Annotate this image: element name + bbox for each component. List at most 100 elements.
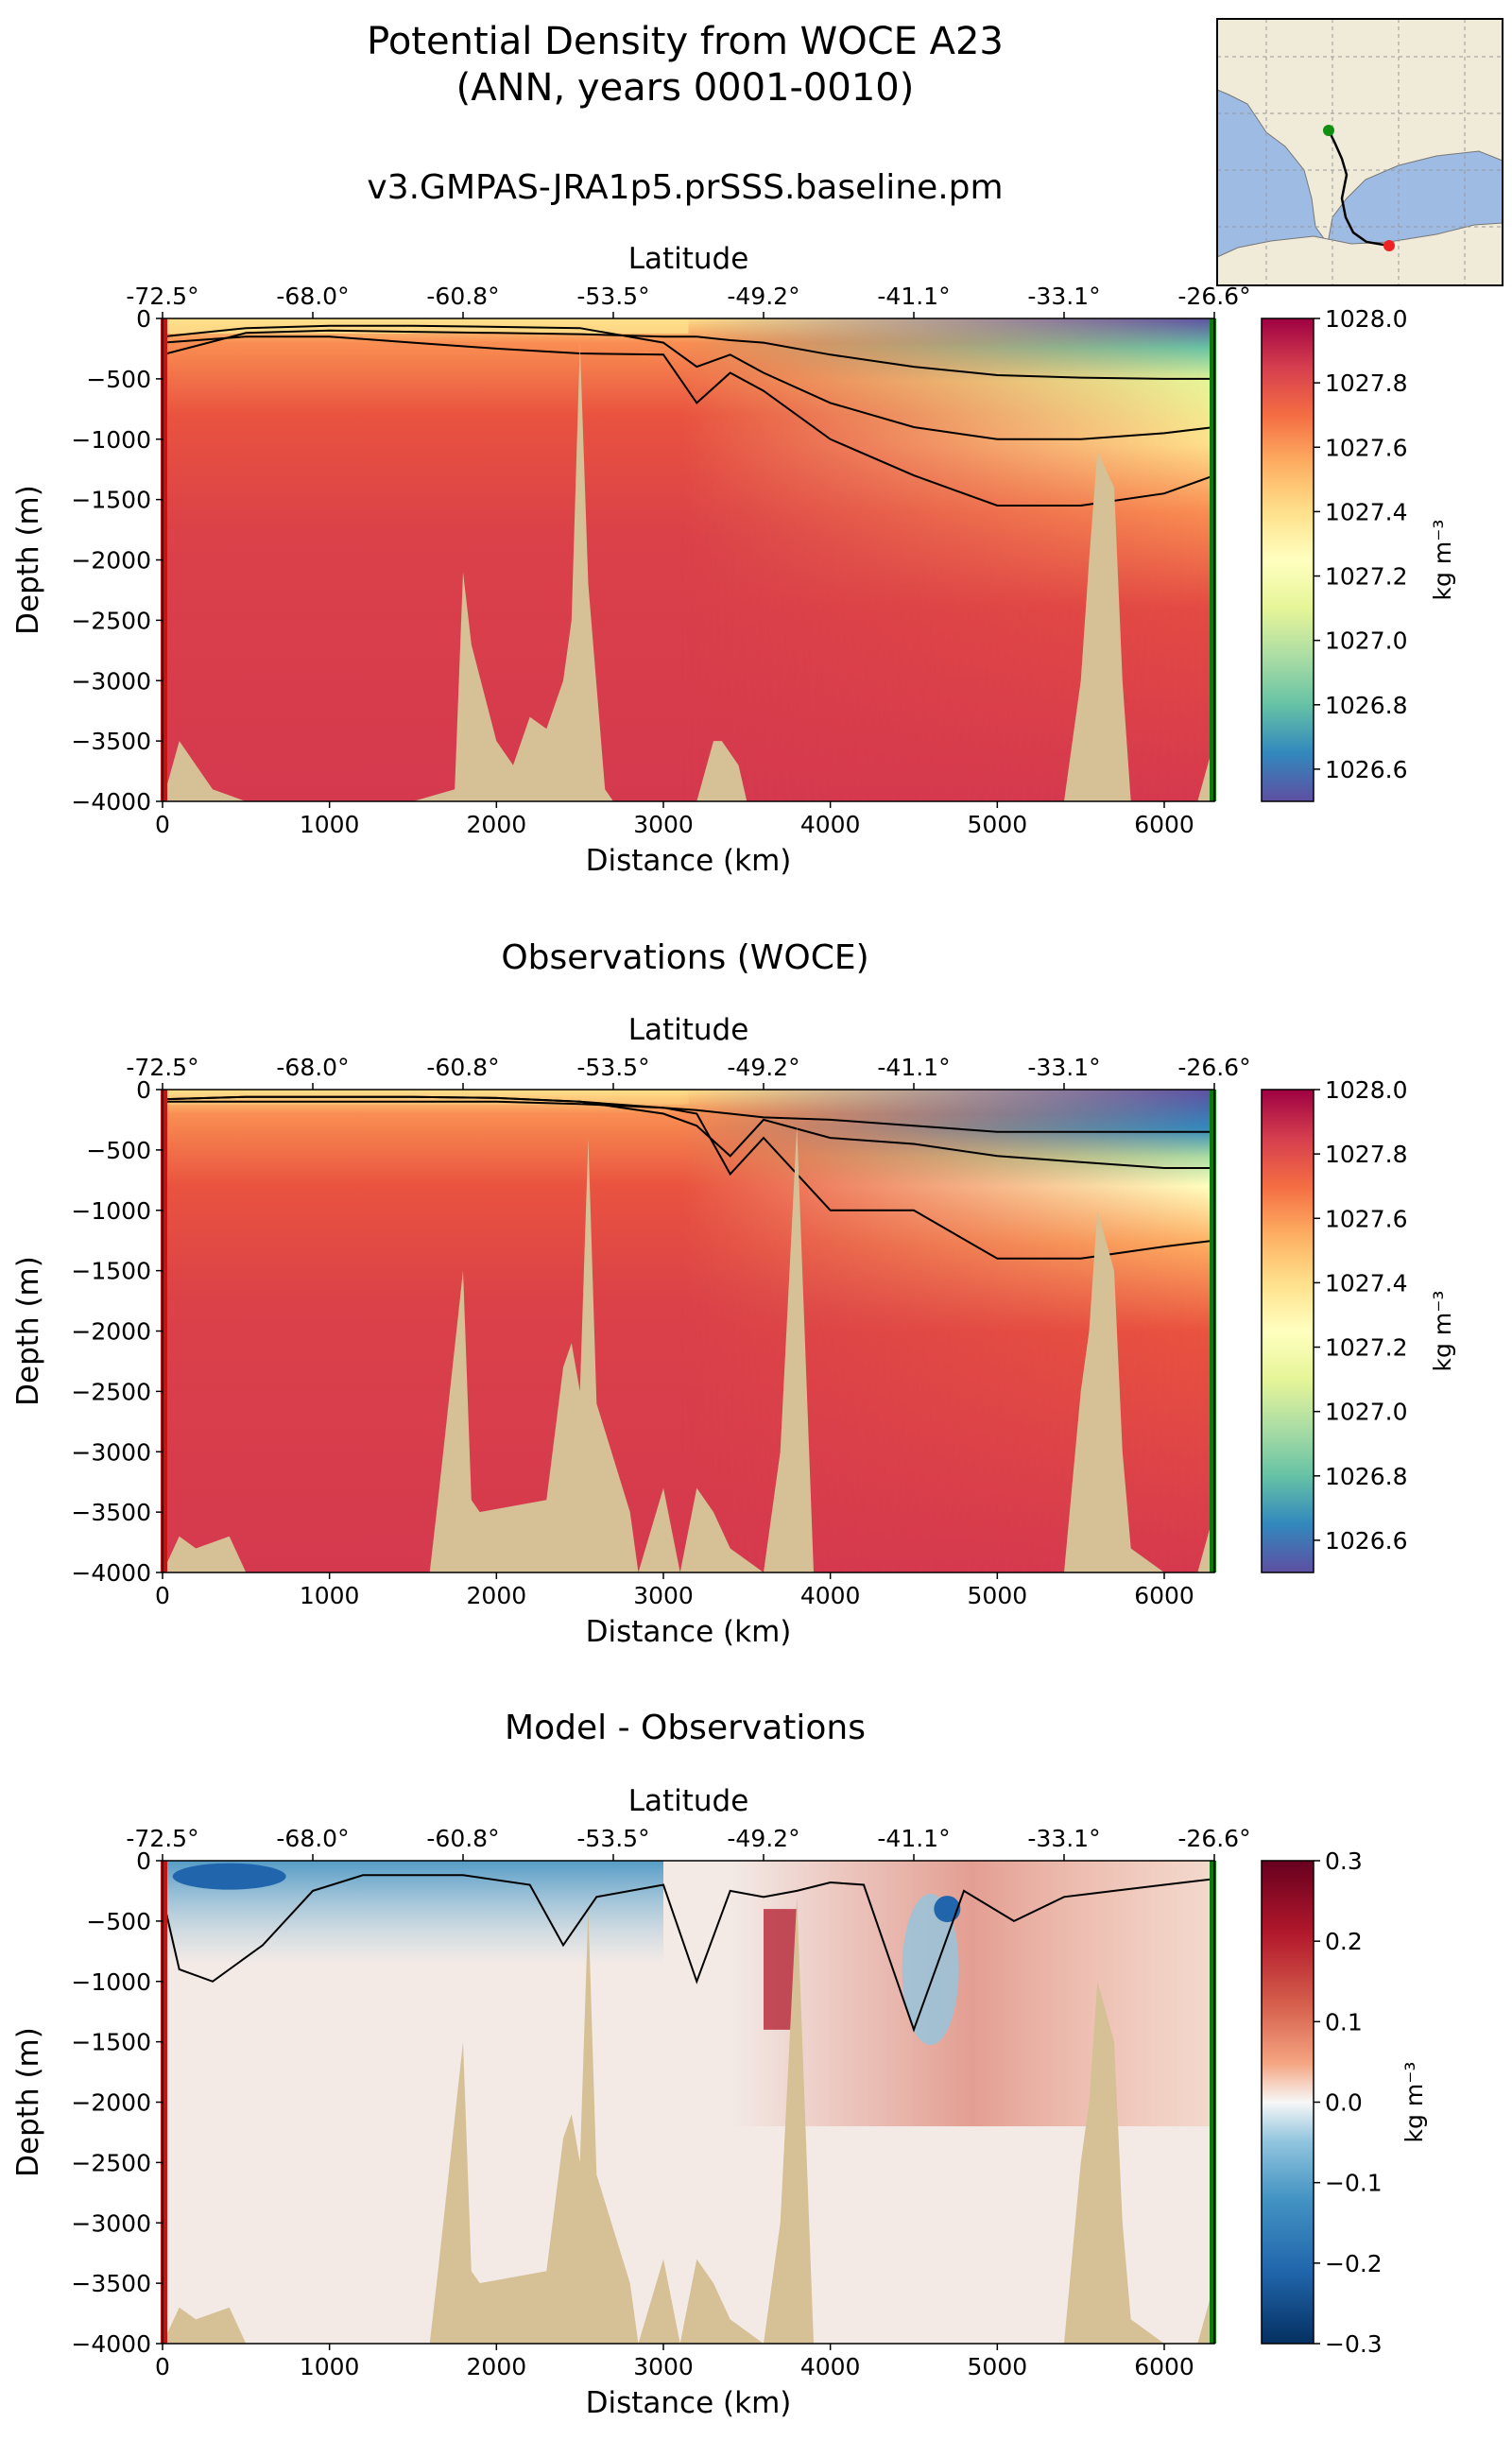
panel-1: v3.GMPAS-JRA1p5.prSSS.baseline.pm 0 1000 20… <box>11 168 1456 878</box>
top-tick-label: -60.8° <box>426 283 499 310</box>
y-tick-label: −2500 <box>71 607 151 634</box>
y-tick-label: −2500 <box>71 2149 151 2176</box>
colorbar-tick-label: 0.3 <box>1325 1847 1363 1875</box>
x-tick-label: 6000 <box>1134 2353 1194 2380</box>
top-tick-label: -68.0° <box>276 283 349 310</box>
top-tick-label: -49.2° <box>727 283 799 310</box>
diff-negative-spot <box>934 1896 961 1923</box>
inset-gridlines <box>1217 19 1503 285</box>
x-tick-label: 4000 <box>800 1582 861 1609</box>
colorbar-tick-label: 1027.2 <box>1325 563 1407 591</box>
x-tick-label: 0 <box>155 1582 170 1609</box>
top-tick-label: -33.1° <box>1027 1825 1100 1852</box>
panel-title: Observations (WOCE) <box>501 938 868 977</box>
colorbar-tick-label: 1027.6 <box>1325 434 1407 461</box>
top-tick-label: -33.1° <box>1027 283 1100 310</box>
colorbar-tick-label: 1028.0 <box>1325 305 1407 333</box>
density-field <box>163 1861 1214 2344</box>
top-tick-label: -41.1° <box>877 283 950 310</box>
y-tick-label: 0 <box>136 1076 151 1104</box>
colorbar-tick-label: 1027.8 <box>1325 369 1407 397</box>
y-axis-label: Depth (m) <box>11 485 45 635</box>
x-tick-label: 4000 <box>800 2353 861 2380</box>
y-tick-label: −500 <box>86 1908 151 1935</box>
colorbar-tick-label: 1027.8 <box>1325 1141 1407 1168</box>
colorbar-tick-label: 1027.4 <box>1325 1269 1407 1297</box>
diff-negative-core <box>172 1863 286 1890</box>
x-tick-label: 0 <box>155 811 170 838</box>
colorbar-tick-label: 1027.0 <box>1325 627 1407 655</box>
y-tick-label: −3000 <box>71 667 151 695</box>
y-tick-label: −3500 <box>71 728 151 755</box>
y-tick-label: −3000 <box>71 1438 151 1466</box>
x-axis-label: Distance (km) <box>586 844 792 878</box>
colorbar-tick-label: 0.1 <box>1325 2008 1363 2036</box>
section-start-marker <box>161 1861 167 2344</box>
x-tick-label: 6000 <box>1134 811 1194 838</box>
colorbar-tick-label: 0.0 <box>1325 2089 1363 2117</box>
section-end-marker <box>1210 1861 1216 2344</box>
y-tick-label: −3500 <box>71 2270 151 2297</box>
x-tick-label: 3000 <box>633 2353 694 2380</box>
inset-track-start-dot <box>1323 125 1334 136</box>
section-end-marker <box>1210 318 1216 801</box>
top-tick-label: -72.5° <box>126 1825 198 1852</box>
y-tick-label: −1500 <box>71 2029 151 2056</box>
contour-line-1 <box>163 329 1214 380</box>
top-tick-label: -41.1° <box>877 1825 950 1852</box>
y-tick-label: −2000 <box>71 2089 151 2117</box>
field-east-stratification <box>163 318 1214 801</box>
top-tick-label: -68.0° <box>276 1054 349 1081</box>
top-tick-label: -60.8° <box>426 1825 499 1852</box>
colorbar-tick-label: 1027.6 <box>1325 1205 1407 1232</box>
x-tick-label: 1000 <box>300 2353 360 2380</box>
y-axis-label: Depth (m) <box>11 2027 45 2177</box>
contour-line-1 <box>163 1100 1214 1133</box>
y-tick-label: −1500 <box>71 487 151 514</box>
y-tick-label: −1000 <box>71 1197 151 1225</box>
colorbar-tick-label: 1027.0 <box>1325 1399 1407 1426</box>
colorbar-tick-label: 1026.6 <box>1325 1527 1407 1555</box>
y-tick-label: −2000 <box>71 547 151 575</box>
diff-positive-region <box>730 1861 1214 2127</box>
y-tick-label: −3500 <box>71 1499 151 1526</box>
x-axis-label: Distance (km) <box>586 2386 792 2420</box>
contour-line-3 <box>163 1095 1214 1260</box>
x-tick-label: 2000 <box>467 1582 527 1609</box>
top-tick-label: -72.5° <box>126 1054 198 1081</box>
top-tick-label: -60.8° <box>426 1054 499 1081</box>
top-tick-label: -33.1° <box>1027 1054 1100 1081</box>
x-axis-label: Distance (km) <box>586 1615 792 1649</box>
colorbar <box>1261 318 1314 802</box>
top-tick-label: -53.5° <box>576 283 649 310</box>
y-tick-label: −1000 <box>71 1968 151 1996</box>
section-start-marker <box>161 318 167 801</box>
top-tick-label: -41.1° <box>877 1054 950 1081</box>
top-tick-label: -49.2° <box>727 1054 799 1081</box>
section-start-marker <box>161 1090 167 1572</box>
x-tick-label: 6000 <box>1134 1582 1194 1609</box>
top-tick-label: -26.6° <box>1177 283 1250 310</box>
panel-3: Model - Observations 0 1000 2000 3000 4000 500… <box>11 1709 1428 2420</box>
colorbar-tick-label: −0.2 <box>1325 2250 1383 2277</box>
y-tick-label: −2500 <box>71 1378 151 1405</box>
top-tick-label: -26.6° <box>1177 1825 1250 1852</box>
x-tick-label: 5000 <box>968 2353 1028 2380</box>
inset-track-end-dot <box>1383 240 1395 251</box>
y-tick-label: −3000 <box>71 2209 151 2237</box>
bathymetry <box>163 1897 1214 2344</box>
x-tick-label: 1000 <box>300 1582 360 1609</box>
colorbar-tick-label: 1026.6 <box>1325 756 1407 783</box>
figure-subtitle: (ANN, years 0001-0010) <box>456 66 915 110</box>
x-tick-label: 3000 <box>633 1582 694 1609</box>
colorbar-tick-label: −0.1 <box>1325 2170 1383 2197</box>
top-tick-label: -53.5° <box>576 1825 649 1852</box>
colorbar-tick-label: 1028.0 <box>1325 1076 1407 1104</box>
colorbar <box>1261 1860 1314 2345</box>
colorbar-label: kg m⁻³ <box>1429 520 1456 601</box>
panel-2: Observations (WOCE) 0 1000 2000 3000 4000 5000… <box>11 938 1456 1649</box>
contour-line-3 <box>163 335 1214 507</box>
density-field <box>163 318 1214 801</box>
y-tick-label: −500 <box>86 366 151 393</box>
